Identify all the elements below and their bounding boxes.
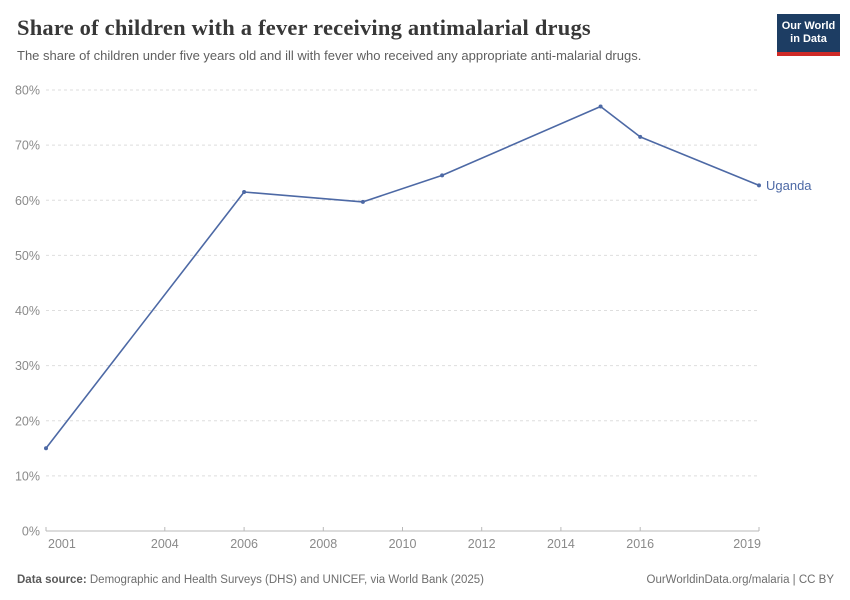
- data-point[interactable]: [440, 173, 445, 178]
- data-point[interactable]: [44, 446, 48, 451]
- data-point[interactable]: [598, 104, 603, 109]
- x-axis-tick-label: 2004: [151, 537, 179, 551]
- x-axis-tick-label: 2008: [309, 537, 337, 551]
- page-title: Share of children with a fever receiving…: [17, 15, 591, 40]
- line-chart[interactable]: 0% 10% 20% 30% 40% 50% 60% 70% 80% 2001 2004 2006 20…: [0, 78, 850, 553]
- data-point[interactable]: [360, 199, 365, 204]
- y-axis-tick-label: 30%: [15, 359, 40, 373]
- x-axis-tick-label: 2019: [733, 537, 761, 551]
- x-axis-tick-label: 2012: [468, 537, 496, 551]
- chart-header: Share of children with a fever receiving…: [0, 0, 850, 64]
- series-label-uganda[interactable]: Uganda: [766, 178, 812, 193]
- data-point[interactable]: [757, 183, 761, 188]
- data-source: Data source: Demographic and Health Surv…: [17, 574, 484, 586]
- license-note[interactable]: OurWorldinData.org/malaria | CC BY: [646, 574, 834, 586]
- x-axis-tick-label: 2016: [626, 537, 654, 551]
- owid-logo-line1: Our World: [781, 19, 836, 32]
- data-point[interactable]: [638, 134, 643, 139]
- series-line-uganda[interactable]: [45, 105, 760, 449]
- data-source-text: Demographic and Health Surveys (DHS) and…: [86, 574, 485, 586]
- y-axis-tick-label: 0%: [22, 525, 40, 539]
- x-axis-tick-label: 2010: [389, 537, 417, 551]
- chart-subtitle: The share of children under five years o…: [17, 48, 642, 63]
- y-axis-tick-label: 50%: [15, 249, 40, 263]
- y-axis-tick-label: 40%: [15, 304, 40, 318]
- owid-logo[interactable]: Our World in Data: [777, 14, 840, 56]
- chart-canvas[interactable]: 0% 10% 20% 30% 40% 50% 60% 70% 80% 2001 2004 2006 20…: [0, 78, 850, 553]
- data-source-label: Data source:: [17, 574, 87, 586]
- owid-logo-line2: in Data: [790, 33, 827, 45]
- y-axis-tick-label: 60%: [15, 194, 40, 208]
- y-axis-tick-label: 70%: [15, 139, 40, 153]
- y-axis-tick-label: 10%: [15, 469, 40, 483]
- title-block: Share of children with a fever receiving…: [17, 14, 641, 65]
- y-axis-tick-label: 20%: [15, 414, 40, 428]
- x-axis-tick-label: 2014: [547, 537, 575, 551]
- data-point[interactable]: [242, 190, 247, 194]
- x-axis-tick-label: 2006: [230, 537, 258, 551]
- chart-footer: Data source: Demographic and Health Surv…: [0, 574, 850, 600]
- y-axis-tick-label: 80%: [15, 84, 40, 98]
- x-axis-tick-label: 2001: [48, 537, 76, 551]
